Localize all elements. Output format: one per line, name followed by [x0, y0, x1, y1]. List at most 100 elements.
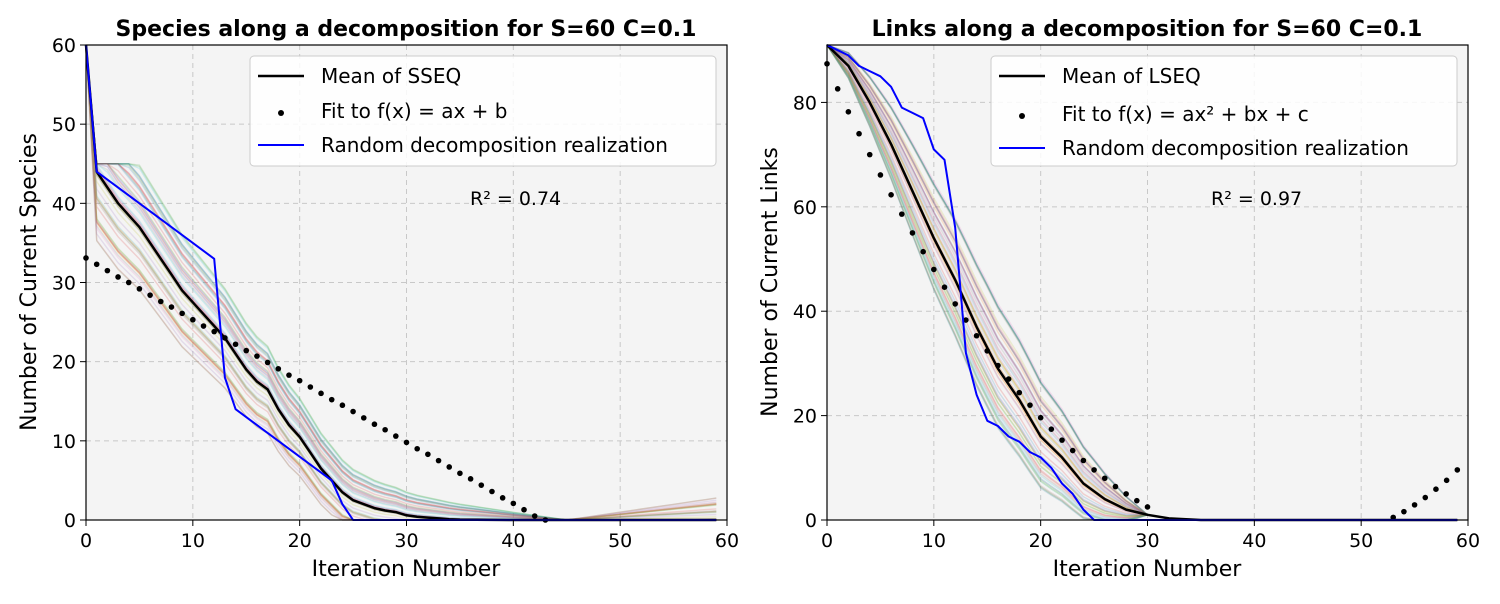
fit-point	[984, 348, 991, 354]
y-tick-label: 80	[793, 92, 817, 114]
legend: Mean of LSEQ Fit to f(x) = ax² + bx + c …	[990, 55, 1458, 167]
fit-point	[931, 266, 937, 273]
legend-label-mean: Mean of SSEQ	[321, 64, 461, 88]
r-squared-annotation: R² = 0.74	[470, 188, 561, 210]
fit-point	[318, 390, 324, 397]
fit-point	[1134, 497, 1140, 504]
realization-line	[826, 44, 1458, 521]
y-tick-label: 40	[52, 193, 76, 215]
fit-point	[147, 292, 153, 298]
y-tick-label: 40	[793, 301, 817, 323]
fit-point	[467, 476, 474, 482]
fit-point	[115, 274, 121, 280]
legend-label-fit: Fit to f(x) = ax² + bx + c	[1062, 102, 1309, 126]
fit-point	[1401, 508, 1407, 515]
fit-point	[510, 500, 517, 507]
fit-point	[1112, 483, 1119, 490]
fit-point	[1080, 457, 1087, 464]
fit-point	[179, 310, 185, 317]
fit-point	[1454, 467, 1461, 473]
species-chart: Species along a decomposition for S=60 C…	[17, 17, 739, 582]
fit-point	[425, 451, 431, 458]
fit-point	[222, 335, 228, 341]
fit-point	[307, 384, 314, 390]
fit-point	[435, 457, 442, 464]
x-tick-label: 50	[608, 530, 632, 552]
ticks: 0 10 20 30 40 50 60 0 20 40 60 80	[793, 92, 1480, 552]
y-tick-label: 0	[805, 510, 817, 532]
legend-label-realization: Random decomposition realization	[321, 133, 668, 157]
fit-point	[1037, 414, 1044, 421]
fit-point	[1027, 402, 1033, 408]
fit-point	[328, 396, 335, 403]
fit-point	[446, 464, 453, 470]
x-tick-label: 20	[1029, 530, 1053, 552]
fit-point	[254, 353, 260, 359]
y-tick-label: 20	[793, 406, 817, 428]
x-tick-label: 40	[501, 530, 525, 552]
x-tick-label: 30	[1135, 530, 1159, 552]
fit-point	[168, 304, 175, 310]
r-squared-annotation: R² = 0.97	[1211, 188, 1302, 210]
legend-swatch-fit	[278, 110, 284, 116]
fit-point	[264, 359, 271, 366]
fit-point	[888, 192, 894, 198]
fit-point	[1005, 376, 1012, 382]
fit-point	[866, 151, 873, 158]
fit-point	[393, 433, 399, 439]
chart-title: Species along a decomposition for S=60 C…	[116, 17, 697, 42]
y-tick-label: 20	[52, 352, 76, 374]
fit-point	[1422, 494, 1429, 501]
fit-point	[1069, 447, 1076, 454]
x-axis-label: Iteration Number	[1053, 557, 1243, 582]
x-tick-label: 60	[715, 530, 739, 552]
fit-point	[286, 372, 292, 378]
x-tick-label: 0	[821, 530, 833, 552]
fit-point	[489, 488, 495, 495]
series	[824, 44, 1461, 522]
mean-line	[826, 44, 1458, 522]
fit-point	[898, 211, 905, 217]
y-tick-label: 60	[793, 197, 817, 219]
y-tick-label: 10	[52, 431, 76, 453]
y-tick-label: 30	[52, 273, 76, 295]
y-tick-label: 60	[52, 35, 76, 57]
fit-point	[834, 86, 841, 92]
fit-point	[995, 362, 1001, 369]
fit-point	[952, 301, 958, 307]
fit-point	[350, 408, 356, 415]
y-tick-label: 50	[52, 114, 76, 136]
x-tick-label: 40	[1242, 530, 1266, 552]
fit-point	[963, 317, 969, 323]
fit-point	[414, 445, 420, 452]
fit-point	[877, 172, 884, 178]
fit-point	[521, 506, 527, 513]
fit-point	[243, 347, 250, 354]
fit-point	[296, 377, 303, 384]
legend-label-realization: Random decomposition realization	[1062, 136, 1409, 160]
fit-point	[478, 482, 485, 488]
fit-point	[125, 279, 132, 286]
fit-point	[136, 286, 143, 292]
x-tick-label: 0	[80, 530, 92, 552]
fit-point	[232, 341, 239, 348]
fit-point	[920, 248, 926, 255]
fit-point	[1048, 426, 1055, 432]
mean-line	[84, 44, 717, 522]
fit-point	[457, 470, 463, 477]
x-tick-label: 50	[1349, 530, 1373, 552]
y-axis-label: Number of Current Links	[758, 147, 783, 417]
fit-point	[1123, 491, 1129, 497]
fit-point	[104, 267, 111, 274]
fit-point	[856, 130, 862, 137]
fit-point	[371, 421, 378, 428]
fit-point	[1433, 486, 1439, 493]
x-tick-label: 60	[1456, 530, 1480, 552]
x-tick-label: 30	[394, 530, 418, 552]
fit-point	[1443, 477, 1450, 484]
legend-box	[249, 55, 717, 167]
fit-point	[941, 284, 948, 290]
y-axis-label: Number of Current Species	[17, 133, 42, 431]
fit-point	[93, 261, 100, 268]
